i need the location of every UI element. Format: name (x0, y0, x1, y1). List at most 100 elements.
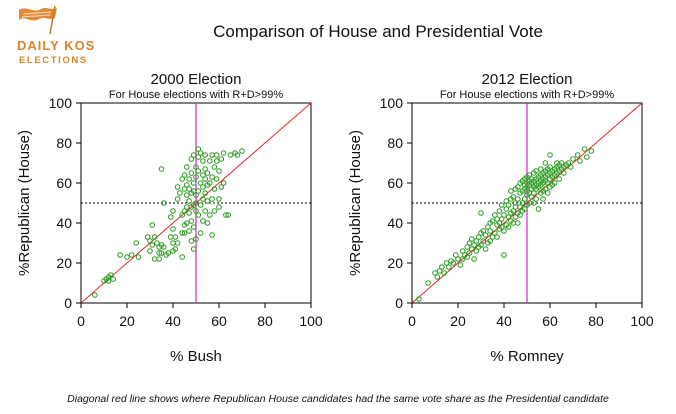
data-point (223, 212, 229, 218)
data-point (193, 174, 199, 180)
data-point (195, 212, 202, 218)
data-point (510, 194, 517, 200)
data-point (492, 230, 498, 236)
logo: DAILY KOS ELECTIONS (17, 5, 95, 66)
data-point (526, 172, 533, 178)
y-tick-label: 20 (56, 255, 72, 271)
data-point (473, 248, 480, 254)
data-point (190, 224, 197, 230)
x-tick-label: 100 (299, 313, 323, 329)
data-point (128, 252, 135, 258)
data-point (193, 192, 199, 198)
data-point (533, 168, 540, 174)
data-point (188, 170, 195, 176)
data-point (239, 148, 245, 154)
data-point (505, 202, 512, 208)
data-point (161, 244, 167, 250)
data-point (133, 240, 139, 246)
data-point (425, 280, 431, 286)
x-tick-label: 60 (542, 313, 558, 329)
data-point (471, 256, 477, 262)
data-point (570, 156, 576, 162)
data-point (496, 208, 503, 214)
data-point (220, 150, 227, 156)
data-point (533, 196, 540, 202)
data-point (184, 220, 190, 226)
data-point (436, 268, 443, 274)
data-point (227, 152, 234, 158)
data-point (216, 196, 222, 202)
data-point (558, 160, 565, 166)
data-point (496, 220, 503, 226)
data-point (220, 180, 227, 186)
data-point (455, 256, 461, 262)
data-point (202, 152, 208, 158)
data-point (547, 152, 553, 158)
y-tick-label: 100 (49, 95, 73, 111)
data-point (464, 254, 471, 260)
y-tick-label: 80 (387, 135, 403, 151)
data-point (535, 206, 542, 212)
footnote: Diagonal red line shows where Republican… (67, 393, 609, 405)
data-point (574, 152, 581, 158)
data-point (211, 186, 218, 192)
y-tick-label: 60 (387, 175, 403, 191)
data-point (480, 238, 487, 244)
data-point (184, 192, 190, 198)
data-point (144, 234, 151, 240)
data-point (540, 196, 546, 202)
data-point (197, 230, 204, 236)
data-point (105, 278, 112, 284)
x-tick-label: 20 (119, 313, 135, 329)
data-point (158, 250, 165, 256)
data-point (473, 238, 480, 244)
data-point (501, 212, 507, 218)
data-point (204, 220, 211, 226)
data-point (211, 208, 218, 214)
y-tick-label: 40 (387, 215, 403, 231)
data-point (167, 214, 174, 220)
data-point (186, 198, 192, 204)
data-point (165, 250, 172, 256)
data-point (186, 176, 192, 182)
data-point (154, 240, 160, 246)
data-point (505, 214, 512, 220)
logo-text-line1: DAILY KOS (17, 38, 95, 53)
data-point (565, 160, 572, 166)
data-point (487, 228, 494, 234)
data-point (503, 198, 510, 204)
data-point (544, 180, 551, 186)
data-point (478, 242, 484, 248)
data-point (177, 190, 183, 196)
data-point (200, 184, 206, 190)
data-point (478, 210, 484, 216)
data-point (209, 232, 215, 238)
data-point (200, 196, 206, 202)
data-point (167, 234, 174, 240)
data-point (464, 244, 471, 250)
data-point (459, 256, 466, 262)
y-axis-label: %Republican (House) (16, 130, 33, 276)
x-tick-label: 20 (450, 313, 466, 329)
data-point (556, 176, 563, 182)
y-tick-label: 20 (387, 255, 403, 271)
x-axis-label: % Bush (170, 348, 222, 365)
data-point (108, 272, 114, 278)
data-point (179, 230, 185, 236)
data-point (158, 166, 165, 172)
data-point (528, 194, 535, 200)
flag-icon (19, 5, 57, 35)
data-point (200, 158, 206, 164)
data-point (188, 238, 195, 244)
y-axis-label: %Republican (House) (347, 130, 364, 276)
data-point (181, 230, 188, 236)
data-point (457, 262, 464, 268)
data-point (149, 242, 156, 248)
x-tick-label: 40 (165, 313, 181, 329)
data-point (218, 184, 225, 190)
x-tick-label: 60 (211, 313, 227, 329)
data-point (188, 218, 195, 224)
data-point (181, 172, 188, 178)
panel-subtitle: For House elections with R+D>99% (440, 89, 614, 101)
data-point (538, 166, 544, 172)
